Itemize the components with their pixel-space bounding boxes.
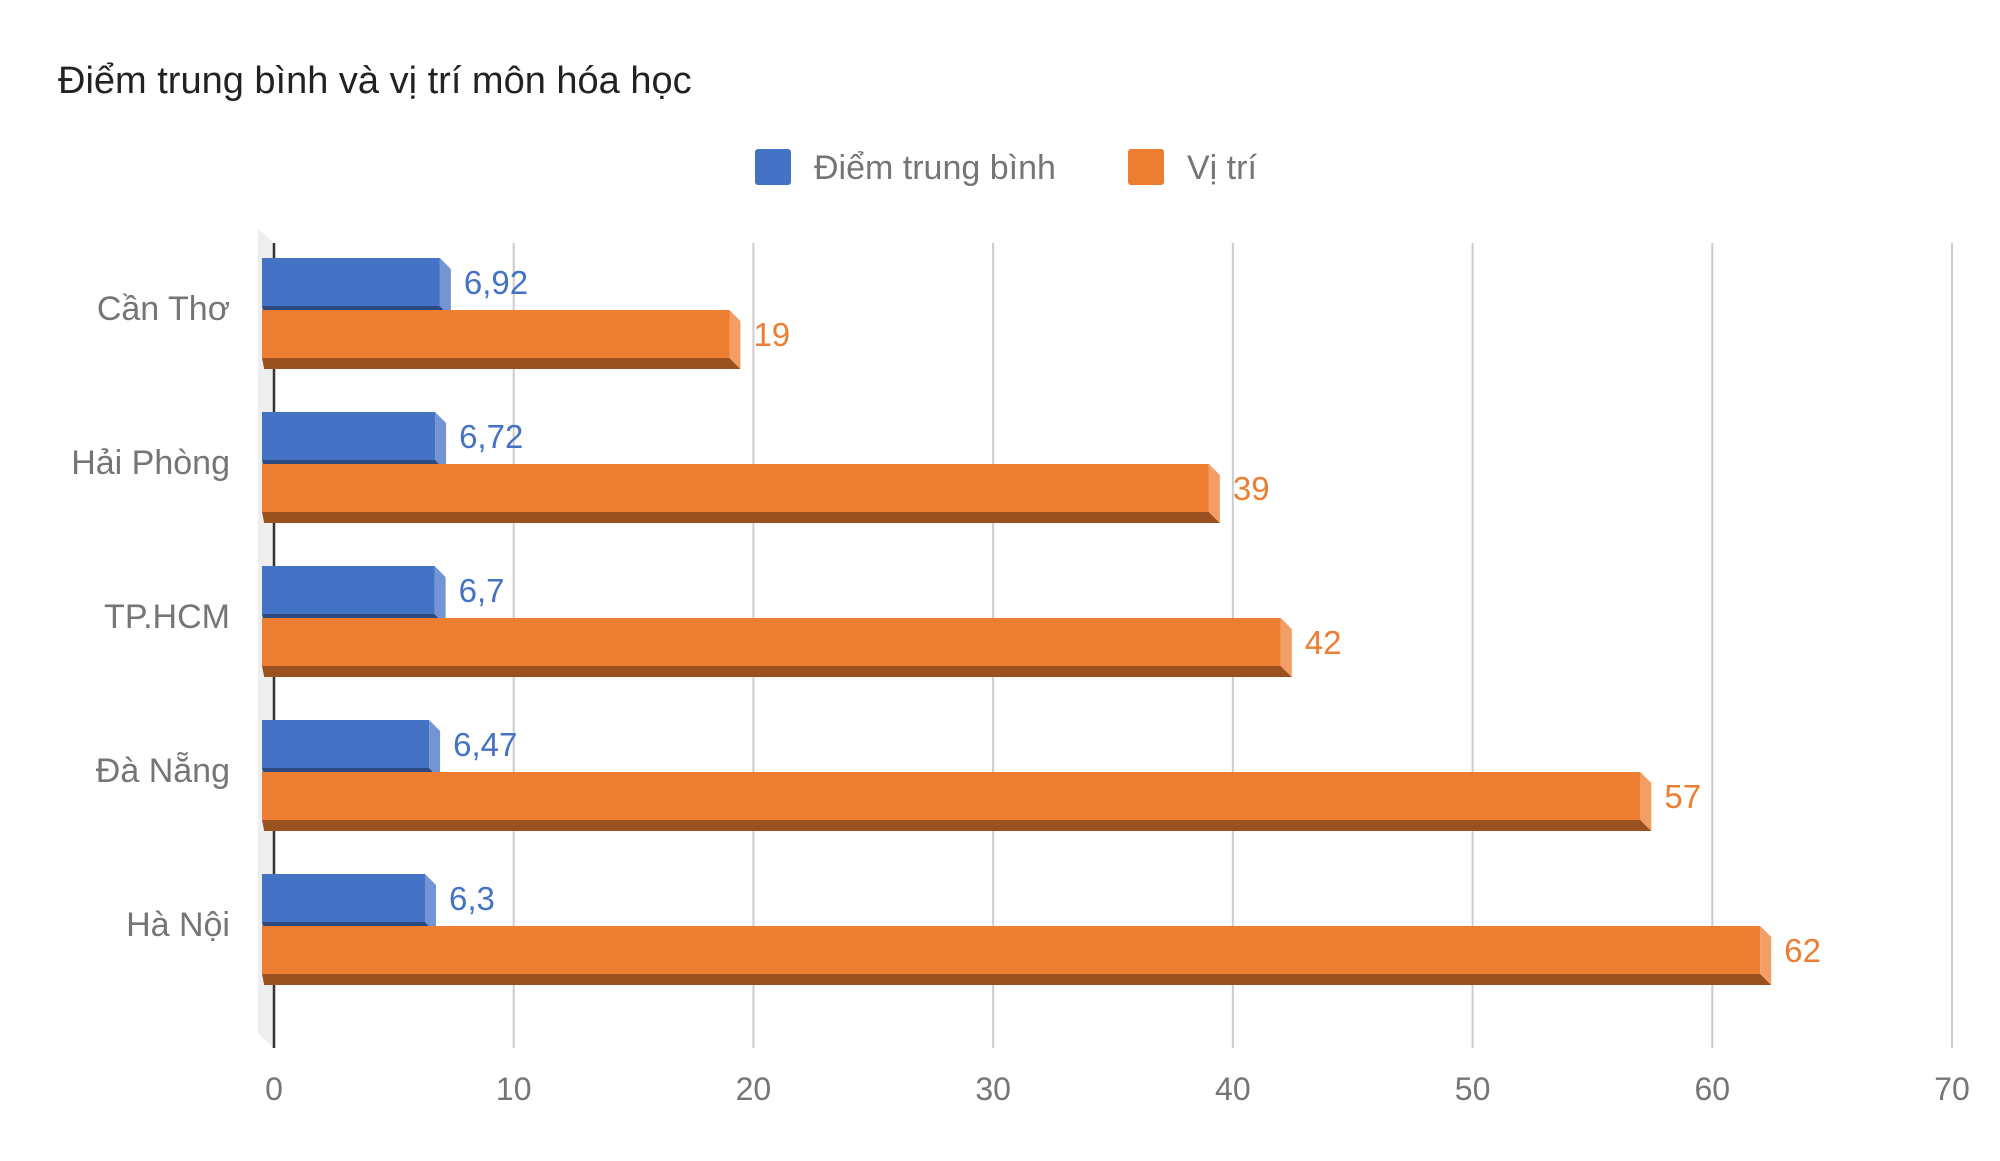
bar — [262, 772, 1652, 831]
data-label: 6,47 — [453, 726, 517, 763]
x-tick-label: 50 — [1455, 1071, 1491, 1107]
bar-end — [434, 566, 446, 625]
bar-bottom — [262, 512, 1220, 523]
x-tick-label: 40 — [1215, 1071, 1251, 1107]
data-label: 6,7 — [459, 572, 505, 609]
data-label: 19 — [753, 316, 790, 353]
bar-end — [729, 310, 741, 369]
bar-end — [1208, 464, 1220, 523]
bar-front — [262, 310, 730, 358]
category-label: Hà Nội — [126, 906, 230, 944]
bar-end — [429, 720, 441, 779]
category-label: Cần Thơ — [97, 290, 230, 328]
legend-label-series-2: Vị trí — [1187, 149, 1257, 187]
legend-label-series-1: Điểm trung bình — [814, 149, 1056, 187]
bar-end — [1280, 618, 1292, 677]
bar-end — [435, 412, 447, 471]
data-label: 6,3 — [449, 880, 495, 917]
bar-front — [262, 720, 430, 768]
bar-front — [262, 618, 1281, 666]
x-tick-label: 10 — [496, 1071, 532, 1107]
x-tick-label: 20 — [736, 1071, 772, 1107]
bar-bottom — [262, 974, 1772, 985]
bar-front — [262, 566, 435, 614]
data-label: 6,72 — [459, 418, 523, 455]
bar-end — [439, 258, 451, 317]
data-label: 42 — [1305, 624, 1342, 661]
data-label: 39 — [1233, 470, 1270, 507]
data-label: 57 — [1664, 778, 1701, 815]
legend-swatch-series-2 — [1128, 149, 1164, 185]
bar — [262, 926, 1772, 985]
labels: 0 10 20 30 40 50 60 70 Cần Thơ 6,92 19 Hải Phòng 6,7… — [71, 264, 1970, 1107]
category-label: Hải Phòng — [71, 444, 230, 482]
bar — [262, 720, 441, 779]
bar-front — [262, 258, 440, 306]
bar-bottom — [262, 358, 741, 369]
x-tick-label: 30 — [975, 1071, 1011, 1107]
bar — [262, 618, 1292, 677]
category-label: Đà Nẵng — [96, 752, 230, 790]
bar — [262, 566, 446, 625]
data-label: 6,92 — [464, 264, 528, 301]
bar — [262, 412, 447, 471]
x-tick-label: 70 — [1934, 1071, 1970, 1107]
bar-front — [262, 772, 1641, 820]
bar-bottom — [262, 666, 1292, 677]
legend-swatch-series-1 — [755, 149, 791, 185]
bar — [262, 258, 451, 317]
bar — [262, 464, 1220, 523]
bars — [262, 258, 1772, 985]
chart-title: Điểm trung bình và vị trí môn hóa học — [58, 60, 692, 102]
bar — [262, 310, 741, 369]
x-tick-label: 0 — [265, 1071, 283, 1107]
bar-end — [1760, 926, 1772, 985]
bar-end — [1640, 772, 1652, 831]
x-tick-label: 60 — [1694, 1071, 1730, 1107]
bar-front — [262, 412, 436, 460]
bar-front — [262, 464, 1209, 512]
bar-front — [262, 874, 426, 922]
bar-bottom — [262, 820, 1652, 831]
data-label: 62 — [1784, 932, 1821, 969]
category-label: TP.HCM — [104, 598, 230, 636]
legend: Điểm trung bình Vị trí — [755, 149, 1257, 187]
bar-front — [262, 926, 1761, 974]
bar — [262, 874, 437, 933]
bar-end — [425, 874, 437, 933]
